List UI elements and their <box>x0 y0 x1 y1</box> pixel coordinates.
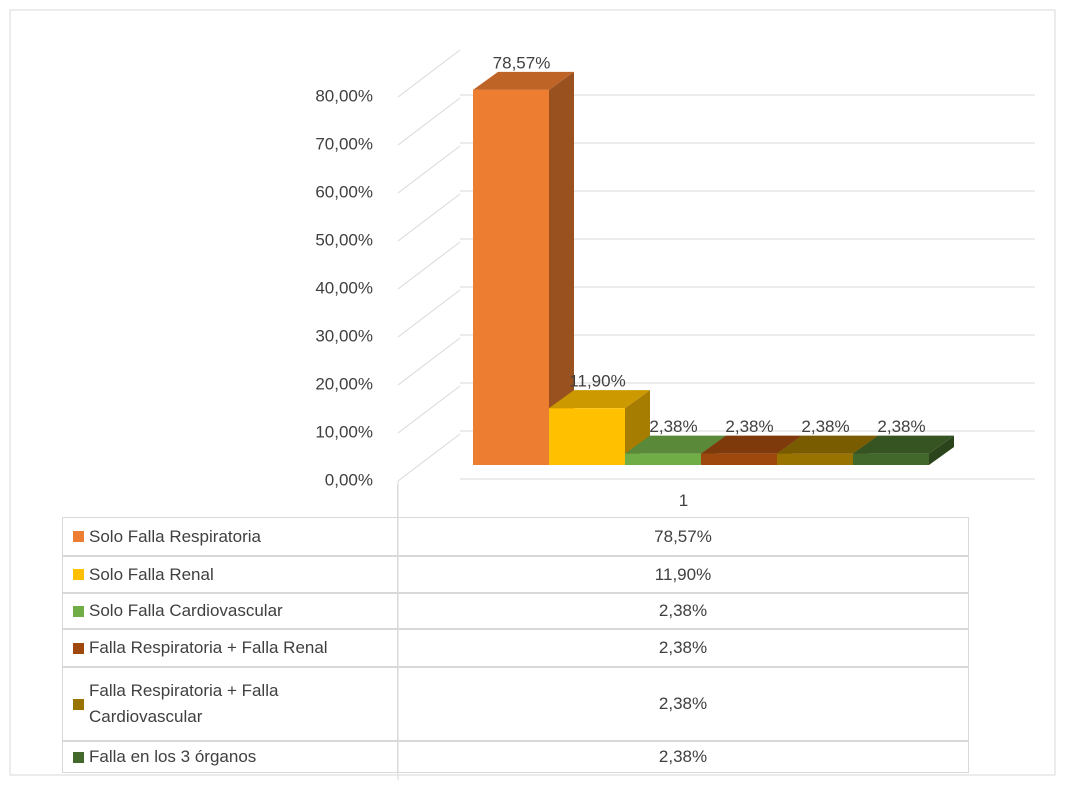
legend-label: Falla Respiratoria + Falla Cardiovascula… <box>89 681 279 726</box>
legend-label: Solo Falla Renal <box>89 564 214 584</box>
grid-line <box>397 193 461 242</box>
grid-line <box>397 289 461 338</box>
legend-cell: Falla Respiratoria + Falla Renal <box>62 629 398 667</box>
legend-label: Falla Respiratoria + Falla Renal <box>89 638 328 657</box>
data-label: 11,90% <box>569 372 625 391</box>
legend-label: Solo Falla Respiratoria <box>89 526 261 546</box>
y-tick-label: 80,00% <box>315 86 373 105</box>
value-cell: 11,90% <box>397 556 969 593</box>
bar-side <box>929 435 954 465</box>
grid-line <box>397 97 461 146</box>
value-cell: 2,38% <box>397 629 969 667</box>
value-cell: 2,38% <box>397 593 969 629</box>
bar <box>777 453 853 465</box>
legend-swatch <box>73 569 84 580</box>
bar-side <box>549 71 574 465</box>
legend-swatch <box>73 751 84 763</box>
legend-cell: Solo Falla Respiratoria <box>62 517 398 556</box>
table-header: 1 <box>397 485 969 518</box>
table-value: 2,38% <box>658 601 708 620</box>
bar-top <box>473 71 574 90</box>
legend-swatch <box>73 642 84 654</box>
grid-line <box>397 49 461 98</box>
table-value: 2,38% <box>658 694 708 713</box>
value-cell: 78,57% <box>397 517 969 556</box>
data-label: 2,38% <box>877 417 925 436</box>
y-tick-label: 30,00% <box>315 326 373 345</box>
table-value: 78,57% <box>654 526 712 546</box>
grid-line <box>397 385 461 434</box>
y-tick-label: 10,00% <box>315 422 373 441</box>
legend-label: Solo Falla Cardiovascular <box>89 601 283 620</box>
grid-line <box>397 433 461 482</box>
y-tick-label: 20,00% <box>315 374 373 393</box>
chart-border <box>9 9 1056 776</box>
bar-top <box>701 435 802 454</box>
y-tick-label: 50,00% <box>315 230 373 249</box>
legend-swatch <box>73 531 84 542</box>
legend-swatch <box>73 605 84 617</box>
y-tick-label: 60,00% <box>315 182 373 201</box>
bar-top <box>853 435 954 454</box>
value-cell: 2,38% <box>397 741 969 773</box>
table-value: 2,38% <box>658 747 708 766</box>
value-cell: 2,38% <box>397 667 969 741</box>
table-value: 11,90% <box>654 564 712 584</box>
bar <box>549 408 625 465</box>
bar-top <box>777 435 878 454</box>
bar <box>853 453 929 465</box>
data-label: 78,57% <box>493 53 551 72</box>
legend-cell: Solo Falla Renal <box>62 556 398 593</box>
category-label: 1 <box>678 491 689 510</box>
legend-cell: Falla Respiratoria + Falla Cardiovascula… <box>62 667 398 741</box>
legend-cell: Falla en los 3 órganos <box>62 741 398 773</box>
grid-line <box>397 337 461 386</box>
y-tick-label: 40,00% <box>315 278 373 297</box>
bar <box>701 453 777 465</box>
y-tick-label: 70,00% <box>315 134 373 153</box>
data-label: 2,38% <box>725 417 773 436</box>
y-tick-label: 0,00% <box>325 470 373 489</box>
bar <box>473 89 549 465</box>
bar <box>625 453 701 465</box>
legend-label: Falla en los 3 órganos <box>89 747 257 766</box>
bar-top <box>549 390 650 409</box>
data-label: 2,38% <box>801 417 849 436</box>
grid-line <box>397 145 461 194</box>
legend-cell: Solo Falla Cardiovascular <box>62 593 398 629</box>
data-label: 2,38% <box>649 417 697 436</box>
table-value: 2,38% <box>658 638 708 657</box>
bar-top <box>625 435 726 454</box>
legend-swatch <box>73 698 84 710</box>
grid-line <box>397 241 461 290</box>
